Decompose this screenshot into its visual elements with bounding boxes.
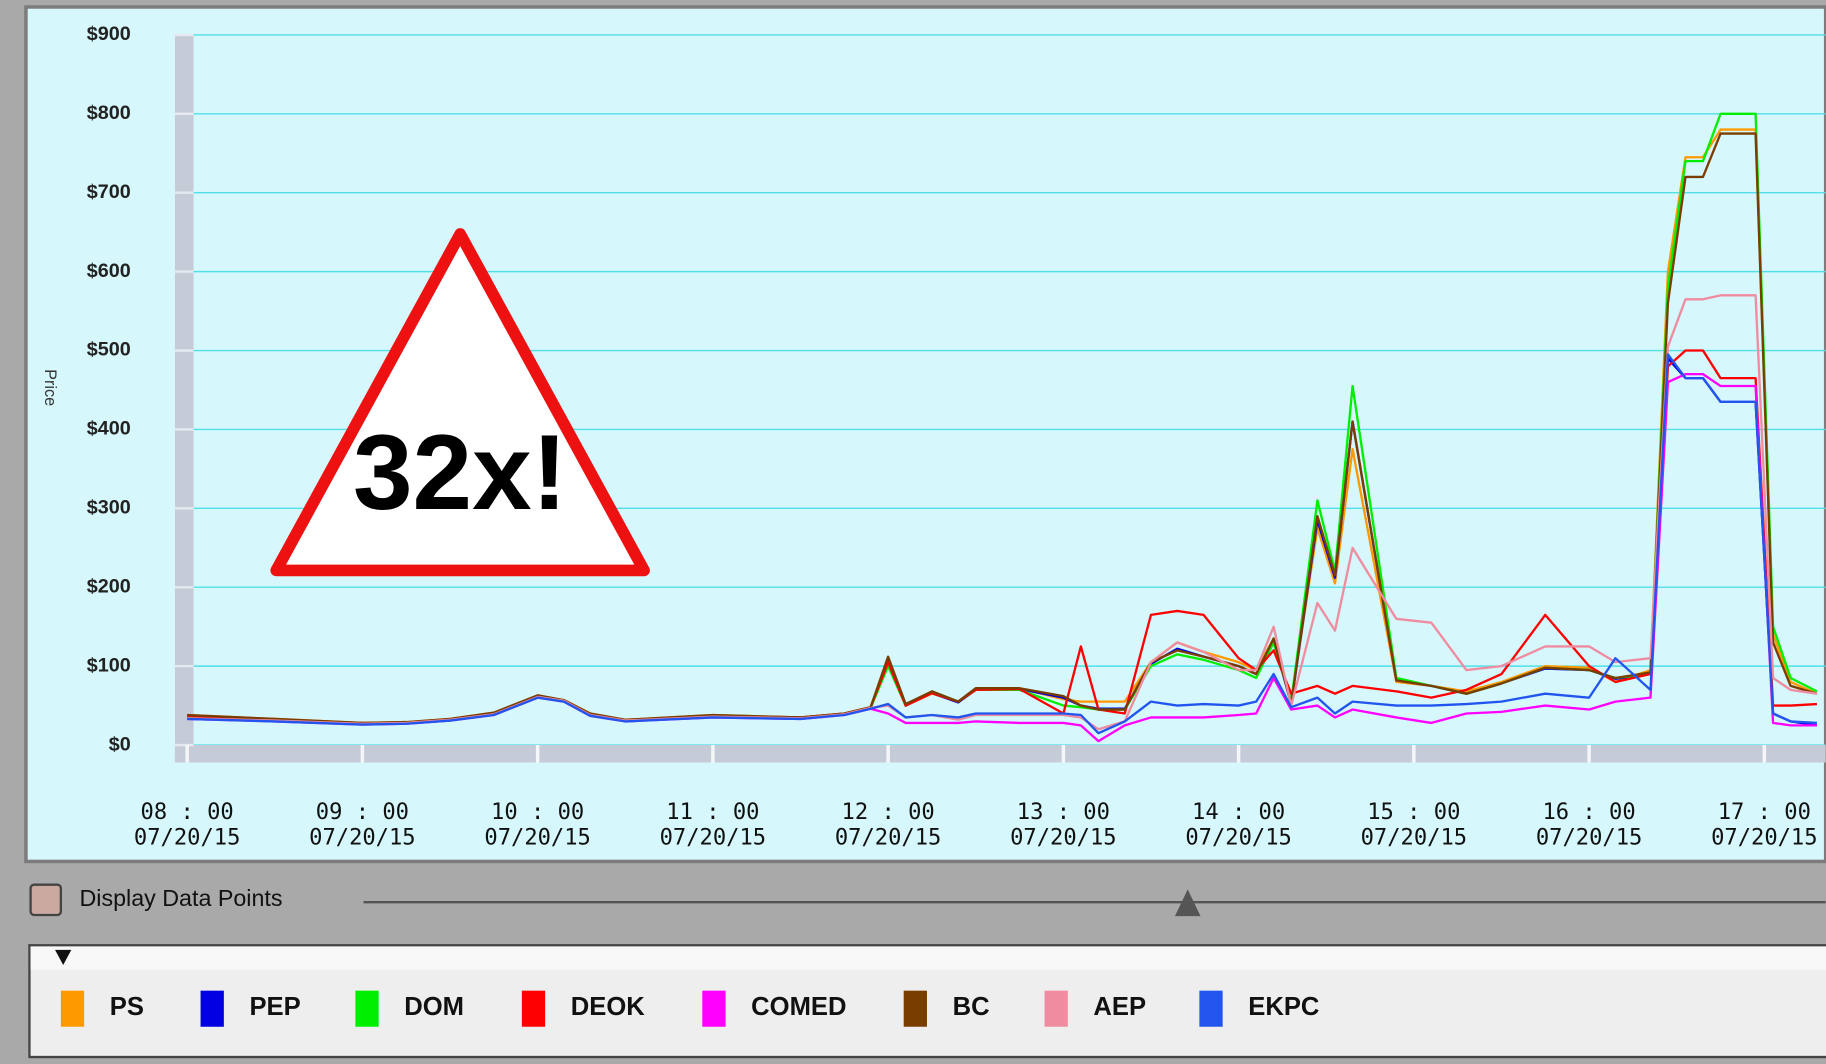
- y-tick-label: $800: [87, 102, 131, 124]
- x-tick-label: 13 : 00: [1017, 799, 1110, 825]
- y-tick-label: $400: [87, 418, 131, 440]
- slider-thumb[interactable]: [1174, 889, 1201, 917]
- checkbox[interactable]: [29, 883, 63, 917]
- x-tick-date: 07/20/15: [1536, 825, 1642, 851]
- legend-swatch: [521, 990, 546, 1027]
- x-tick-date: 07/20/15: [484, 825, 590, 851]
- legend-swatch: [1044, 990, 1068, 1027]
- plot-background: [24, 5, 1826, 864]
- x-tick-date: 07/20/15: [1711, 825, 1818, 851]
- x-tick-date: 07/20/15: [134, 825, 241, 851]
- legend-swatch: [60, 990, 85, 1027]
- legend-label: EKPC: [1248, 993, 1319, 1021]
- legend-swatch: [702, 990, 726, 1027]
- y-tick-label: $100: [87, 654, 131, 676]
- annotation: 32x!: [353, 412, 567, 532]
- legend-label: DOM: [404, 993, 464, 1021]
- x-tick-date: 07/20/15: [660, 825, 767, 851]
- legend-header: [30, 946, 1826, 970]
- y-tick-label: $0: [109, 733, 131, 755]
- legend-label: DEOK: [571, 993, 645, 1021]
- x-tick-label: 08 : 00: [141, 799, 234, 825]
- x-tick-label: 16 : 00: [1542, 799, 1635, 825]
- x-tick-label: 15 : 00: [1367, 799, 1460, 825]
- x-tick-date: 07/20/15: [1185, 825, 1291, 851]
- series-line: [187, 353, 1818, 735]
- x-tick-label: 17 : 00: [1718, 799, 1811, 825]
- x-tick-label: 09 : 00: [316, 799, 409, 825]
- legend-label: AEP: [1093, 993, 1146, 1021]
- x-tick-date: 07/20/15: [1010, 825, 1116, 851]
- checkbox-label: Display Data Points: [79, 885, 282, 911]
- lines: [187, 112, 1818, 743]
- grid: [174, 34, 1826, 746]
- warning-triangle: [270, 228, 650, 577]
- y-axis-bar: [174, 34, 194, 763]
- legend-label: BC: [953, 993, 990, 1021]
- legend-swatch: [355, 990, 379, 1027]
- series-line: [187, 132, 1818, 725]
- legend-label: PS: [110, 993, 144, 1021]
- legend-swatch: [1199, 990, 1223, 1027]
- legend-toggle[interactable]: [55, 949, 72, 966]
- x-tick-date: 07/20/15: [309, 825, 416, 851]
- y-tick-label: $700: [87, 181, 131, 203]
- y-tick-label: $500: [87, 339, 131, 361]
- y-tick-label: $600: [87, 260, 131, 282]
- y-tick-label: $900: [87, 23, 131, 45]
- x-axis-bar: [174, 745, 1826, 763]
- x-tick-label: 14 : 00: [1192, 799, 1285, 825]
- x-tick-label: 12 : 00: [842, 799, 935, 825]
- x-tick-label: 10 : 00: [491, 799, 584, 825]
- x-tick-date: 07/20/15: [835, 825, 942, 851]
- legend-label: PEP: [249, 993, 300, 1021]
- y-tick-label: $200: [87, 575, 131, 597]
- legend-swatch: [903, 990, 927, 1027]
- y-tick-label: $300: [87, 497, 131, 519]
- legend-swatch: [200, 990, 224, 1027]
- legend-label: COMED: [751, 993, 846, 1021]
- y-axis-label: Price: [41, 369, 59, 406]
- legend: PS PEP DOM DEOK COMED BC AEP EKPC: [60, 990, 1319, 1027]
- x-tick-date: 07/20/15: [1361, 825, 1468, 851]
- x-tick-label: 11 : 00: [666, 799, 759, 825]
